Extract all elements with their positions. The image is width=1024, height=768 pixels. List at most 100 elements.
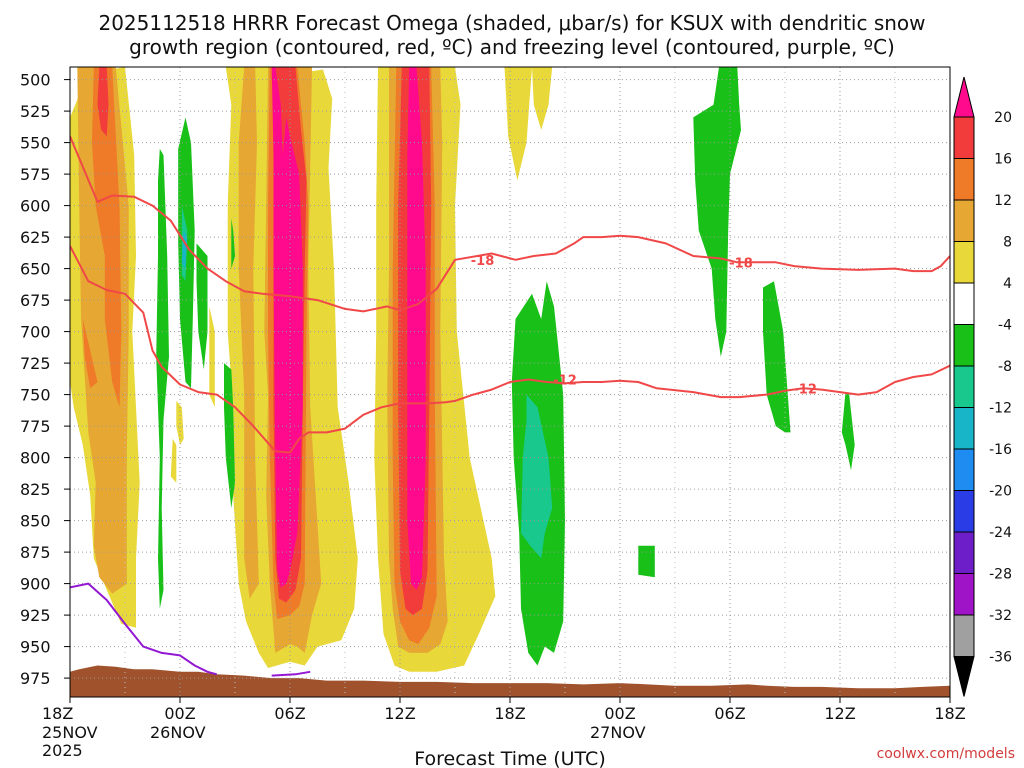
y-tick-label-575: 575 [20, 165, 51, 184]
chart-title-line1: 2025112518 HRRR Forecast Omega (shaded, … [98, 11, 925, 35]
terrain-fill [70, 665, 950, 697]
y-tick-label-925: 925 [20, 606, 51, 625]
y-tick-label-900: 900 [20, 575, 51, 594]
y-tick-label-800: 800 [20, 449, 51, 468]
colorbar-label-11: -28 [989, 567, 1012, 583]
omega-region-20-1 [407, 67, 426, 590]
colorbar-swatch-9 [953, 490, 975, 533]
y-tick-label-675: 675 [20, 291, 51, 310]
colorbar-label-10: -24 [989, 525, 1012, 541]
colorbar: 20 16 12 8 4 -4 -8 -12 -16 -20 -24 -28 -32 -36 [953, 76, 1012, 697]
y-tick-label-500: 500 [20, 71, 51, 90]
x-tick-label-6: 06Z [714, 704, 745, 723]
colorbar-swatch-7 [953, 407, 975, 450]
colorbar-label-7: -12 [989, 401, 1012, 417]
x-tick-date-0: 25NOV [42, 723, 98, 742]
plot-area [70, 67, 950, 697]
y-tick-label-850: 850 [20, 512, 51, 531]
colorbar-bottom-arrow [953, 656, 975, 697]
contour-line-0 [70, 582, 217, 676]
omega-region-4-5 [176, 400, 184, 445]
omega-region-neg4-6 [638, 545, 655, 578]
x-axis-title: Forecast Time (UTC) [414, 748, 605, 768]
colorbar-label-4: 4 [1003, 276, 1012, 292]
colorbar-label-2: 12 [994, 193, 1012, 209]
omega-region-4-3 [504, 67, 532, 181]
y-tick-label-875: 875 [20, 543, 51, 562]
y-tick-label-700: 700 [20, 323, 51, 342]
colorbar-label-8: -16 [989, 442, 1012, 458]
y-tick-label-775: 775 [20, 417, 51, 436]
omega-region-neg8-1 [521, 394, 553, 559]
contour-label-layer: -18 -18 -12 -12 [471, 254, 817, 398]
omega-region-12-1 [82, 319, 98, 389]
omega-region-8-1 [238, 67, 259, 599]
y-tick-label-750: 750 [20, 386, 51, 405]
terrain-layer [70, 665, 950, 697]
colorbar-swatch-5 [953, 324, 975, 367]
omega-region-4-6 [170, 438, 177, 483]
omega-region-neg4-7 [693, 67, 741, 357]
colorbar-label-3: 8 [1003, 235, 1012, 251]
colorbar-label-1: 16 [994, 152, 1012, 168]
x-tick-label-4: 18Z [494, 704, 525, 723]
x-tick-label-8: 18Z [934, 704, 965, 723]
x-tick-label-7: 12Z [824, 704, 855, 723]
grid-layer [70, 67, 950, 697]
y-tick-label-625: 625 [20, 228, 51, 247]
x-tick-label-0: 18Z [42, 704, 73, 723]
colorbar-label-13: -36 [989, 650, 1012, 666]
contour-label-neg12-1: -12 [793, 382, 817, 397]
x-tick-label-1: 00Z [164, 704, 195, 723]
colorbar-swatch-11 [953, 573, 975, 616]
y-tick-label-975: 975 [20, 669, 51, 688]
contour-line-neg18 [70, 135, 950, 313]
x-tick-year-0: 2025 [42, 741, 83, 760]
omega-region-neg4-9 [841, 392, 855, 471]
contour-layer [70, 135, 950, 677]
credit-text: coolwx.com/models [877, 746, 1015, 762]
colorbar-swatch-12 [953, 614, 975, 657]
colorbar-swatch-3 [953, 241, 975, 284]
colorbar-label-0: 20 [994, 110, 1012, 126]
x-tick-date-1: 26NOV [150, 723, 206, 742]
colorbar-swatch-6 [953, 365, 975, 408]
contour-label-neg18-1: -18 [729, 256, 753, 271]
x-tick-date-5: 27NOV [590, 723, 646, 742]
colorbar-label-12: -32 [989, 608, 1012, 624]
contour-label-neg12-0: -12 [553, 373, 577, 388]
x-tick-label-3: 12Z [384, 704, 415, 723]
colorbar-label-5: -4 [998, 318, 1012, 334]
chart-title-line2: growth region (contoured, red, ºC) and f… [129, 35, 895, 59]
y-tick-label-600: 600 [20, 197, 51, 216]
colorbar-swatch-8 [953, 448, 975, 491]
colorbar-swatch-1 [953, 158, 975, 201]
omega-region-neg4-0 [156, 148, 169, 609]
y-tick-label-525: 525 [20, 102, 51, 121]
omega-shading-layer [70, 67, 855, 672]
omega-region-neg4-3 [231, 218, 235, 269]
contour-line-neg12 [70, 245, 950, 454]
colorbar-swatch-0 [953, 116, 975, 159]
y-tick-label-725: 725 [20, 354, 51, 373]
colorbar-label-6: -8 [998, 359, 1012, 375]
x-tick-label-5: 00Z [604, 704, 635, 723]
contour-line-0b [271, 670, 311, 677]
omega-region-neg4-2 [196, 243, 208, 370]
y-tick-label-825: 825 [20, 480, 51, 499]
y-tick-label-550: 550 [20, 134, 51, 153]
y-tick-label-950: 950 [20, 638, 51, 657]
colorbar-swatch-4 [953, 282, 975, 325]
omega-region-16-0 [97, 67, 109, 137]
colorbar-label-9: -20 [989, 484, 1012, 500]
omega-region-neg4-4 [224, 363, 235, 508]
omega-region-20-0 [271, 67, 303, 588]
omega-region-4-4 [532, 67, 553, 130]
x-tick-label-2: 06Z [274, 704, 305, 723]
y-axis: 500 525 550 575 600 625 650 675 700 725 750 775 800 8… [20, 71, 70, 688]
y-tick-label-650: 650 [20, 260, 51, 279]
colorbar-swatch-2 [953, 199, 975, 242]
contour-label-neg18-0: -18 [471, 254, 495, 269]
